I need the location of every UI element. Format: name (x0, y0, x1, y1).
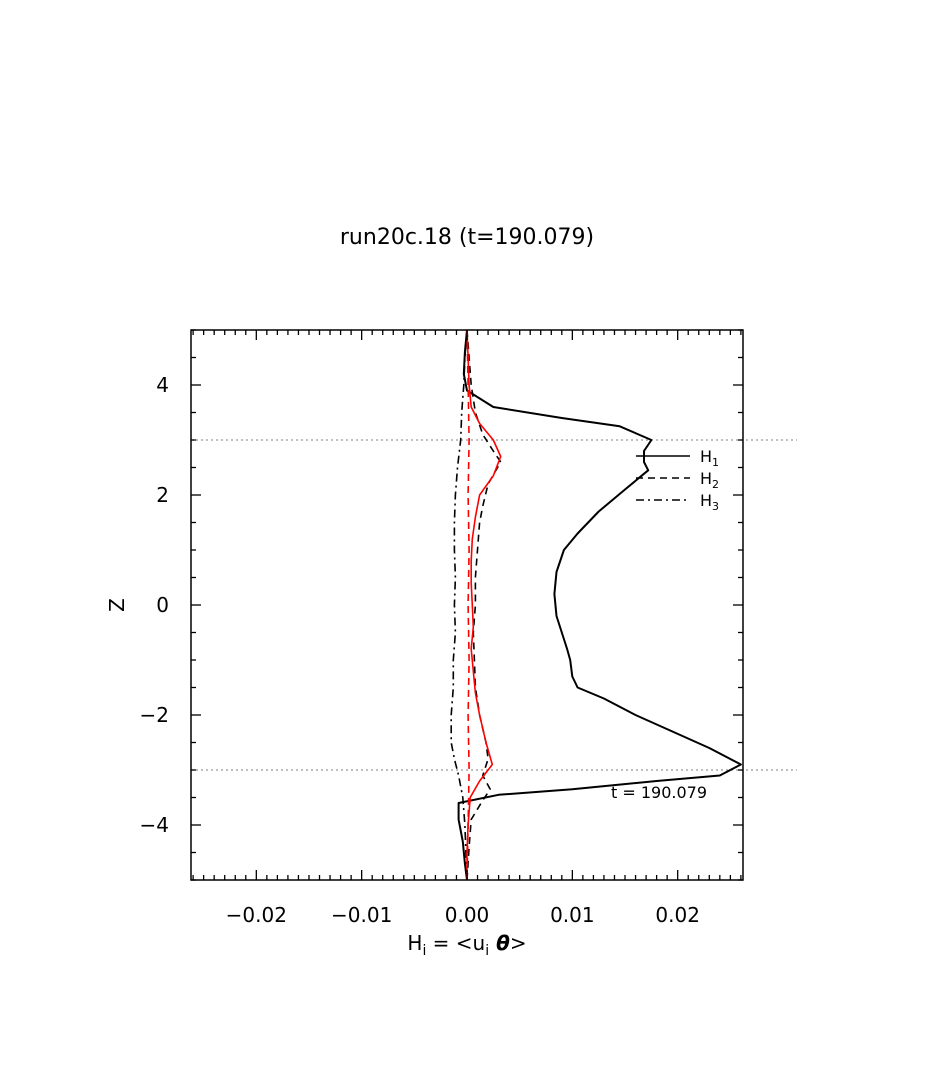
series-layer (450, 329, 742, 881)
series-line-3 (466, 329, 502, 880)
series-line-0 (457, 329, 742, 881)
y-tick-label: 4 (156, 373, 169, 397)
x-tick-label: −0.02 (226, 903, 287, 927)
series-line-4 (466, 329, 470, 881)
series-line-1 (466, 329, 502, 881)
chart-title: run20c.18 (t=190.079) (340, 225, 594, 250)
time-annotation: t = 190.079 (611, 783, 707, 802)
x-tick-label: −0.01 (331, 903, 392, 927)
x-tick-label: 0.01 (550, 903, 595, 927)
y-axis-label: Z (105, 598, 129, 612)
x-axis-label: Hi = <ui θ> (407, 931, 526, 959)
x-tick-label: 0.02 (655, 903, 700, 927)
x-tick-label: 0.00 (445, 903, 490, 927)
legend-label-1: H1 (700, 447, 719, 469)
reference-lines (191, 439, 797, 771)
legend-label-3: H3 (700, 491, 719, 513)
legend-label-2: H2 (700, 469, 719, 491)
y-tick-label: 2 (156, 483, 169, 507)
series-line-2 (450, 329, 468, 881)
y-tick-label: −4 (140, 813, 169, 837)
y-tick-label: 0 (156, 593, 169, 617)
y-tick-label: −2 (140, 703, 169, 727)
axes: −0.02 −0.01 0.00 0.01 0.02 −4 −2 0 2 4 (140, 329, 743, 927)
